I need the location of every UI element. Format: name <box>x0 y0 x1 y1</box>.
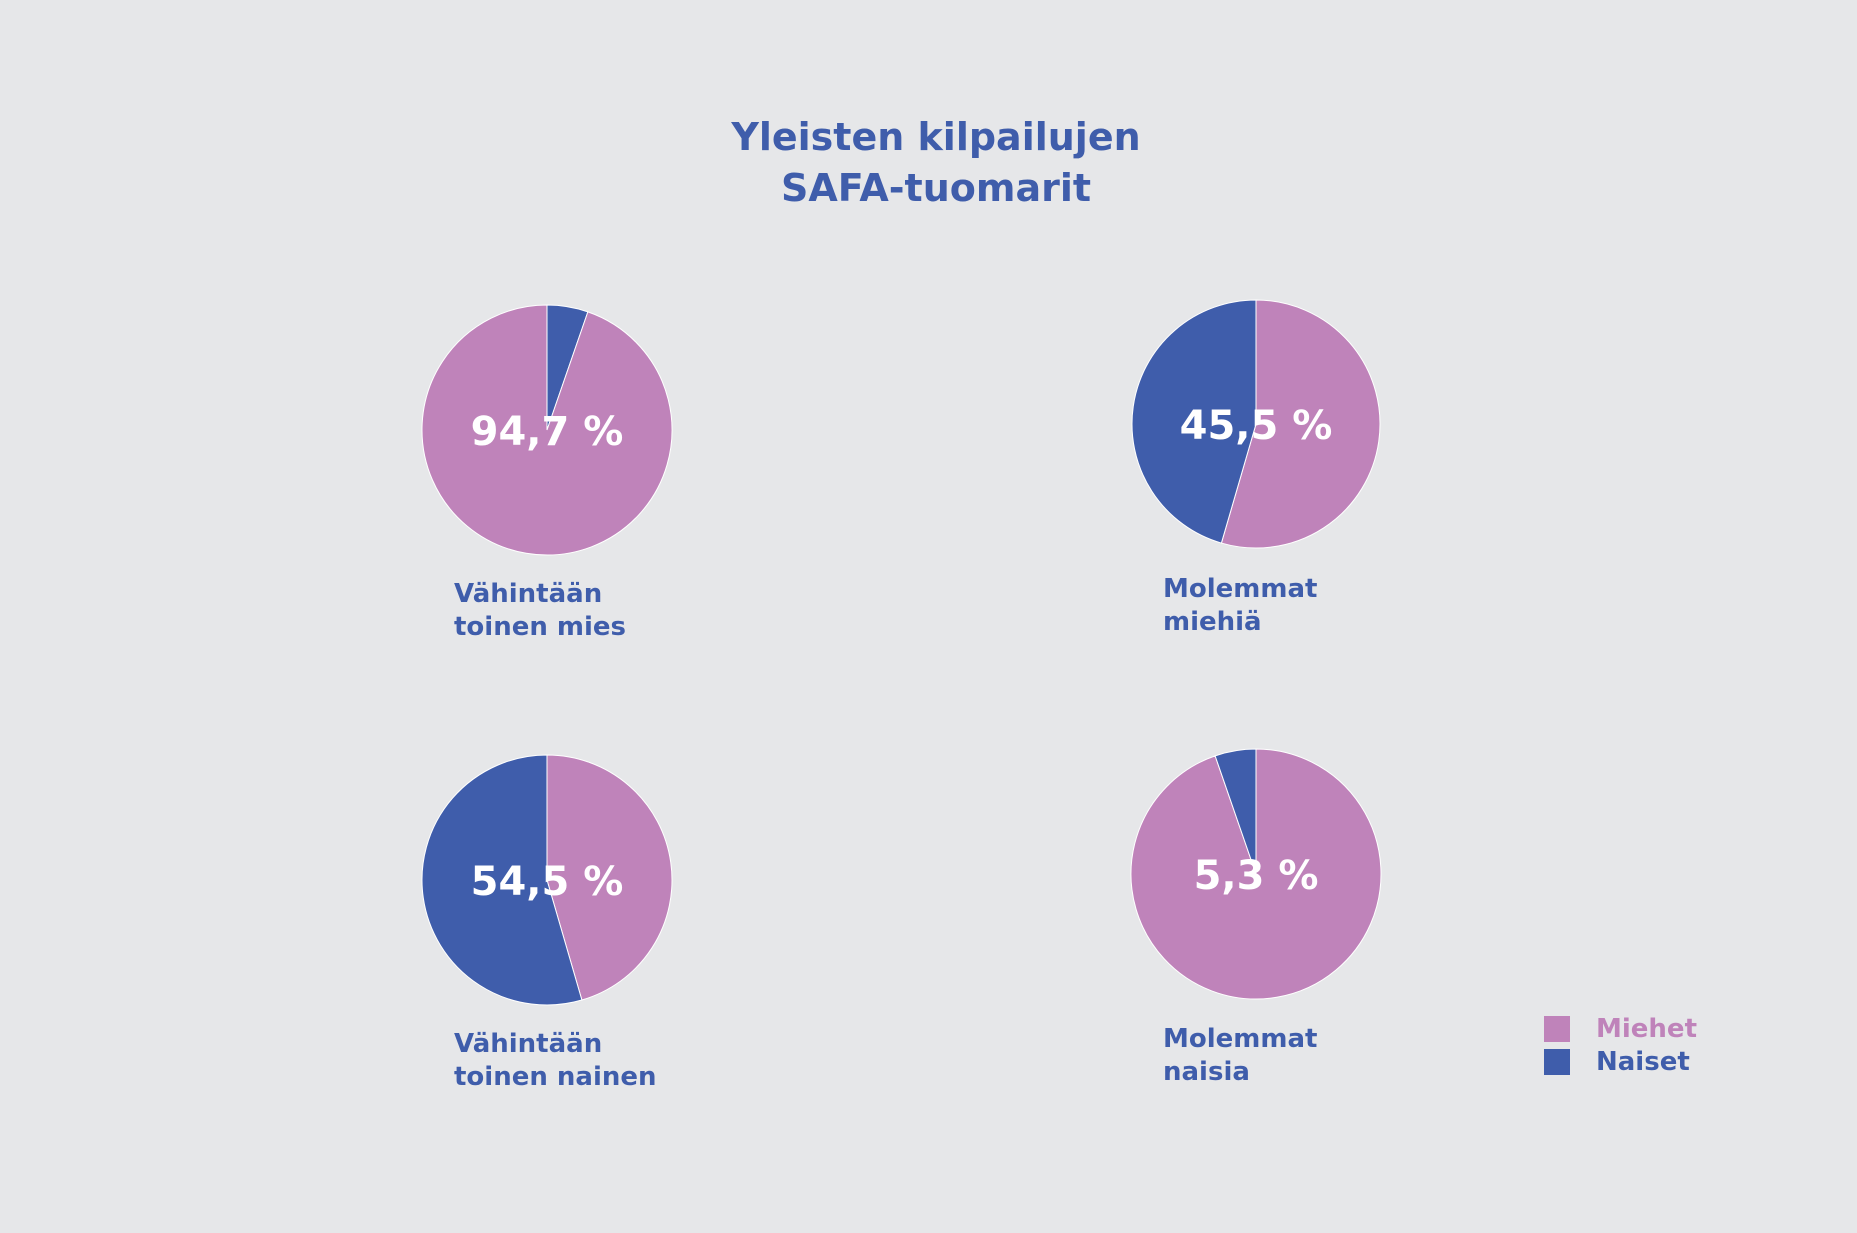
pie-2-slice-miehet <box>1220 299 1381 549</box>
pie-1-value-label: 94,7 % <box>471 409 624 455</box>
legend-item-naiset: Naiset <box>1544 1045 1697 1078</box>
pie-label-2: Molemmat miehiä <box>1163 573 1317 639</box>
pie-label-1-line-2: toinen mies <box>454 612 627 642</box>
legend-swatch-miehet <box>1544 1015 1570 1042</box>
pie-3-value-label: 54,5 % <box>471 859 624 905</box>
pie-4-slice-naiset <box>1214 748 1257 875</box>
legend-swatch-naiset <box>1544 1048 1570 1075</box>
pie-label-3: Vähintään toinen nainen <box>454 1028 657 1094</box>
legend: Miehet Naiset <box>1544 1012 1697 1078</box>
pie-4-value-label: 5,3 % <box>1194 853 1319 899</box>
pie-label-4-line-1: Molemmat <box>1163 1024 1318 1054</box>
pie-label-1: Vähintään toinen mies <box>454 578 626 644</box>
pie-3-slice-miehet <box>546 754 673 1001</box>
chart-title: Yleisten kilpailujen SAFA-tuomarit <box>0 112 1857 214</box>
legend-label-naiset: Naiset <box>1596 1046 1690 1077</box>
pie-label-3-line-1: Vähintään <box>454 1029 603 1059</box>
pie-label-4: Molemmat naisia <box>1163 1023 1317 1089</box>
chart-title-line-2: SAFA-tuomarit <box>780 166 1092 210</box>
pie-1-slice-miehet <box>421 304 673 556</box>
pie-label-2-line-2: miehiä <box>1163 607 1262 637</box>
pie-2-slice-naiset <box>1131 299 1257 544</box>
pie-label-1-line-1: Vähintään <box>454 579 603 609</box>
legend-item-miehet: Miehet <box>1544 1012 1697 1045</box>
legend-label-miehet: Miehet <box>1596 1013 1697 1044</box>
pie-2-value-label: 45,5 % <box>1180 403 1333 449</box>
pie-label-4-line-2: naisia <box>1163 1057 1250 1087</box>
pie-label-2-line-1: Molemmat <box>1163 574 1318 604</box>
pie-label-3-line-2: toinen nainen <box>454 1062 657 1092</box>
chart-title-line-1: Yleisten kilpailujen <box>731 115 1141 159</box>
pie-3-slice-naiset <box>421 754 583 1006</box>
